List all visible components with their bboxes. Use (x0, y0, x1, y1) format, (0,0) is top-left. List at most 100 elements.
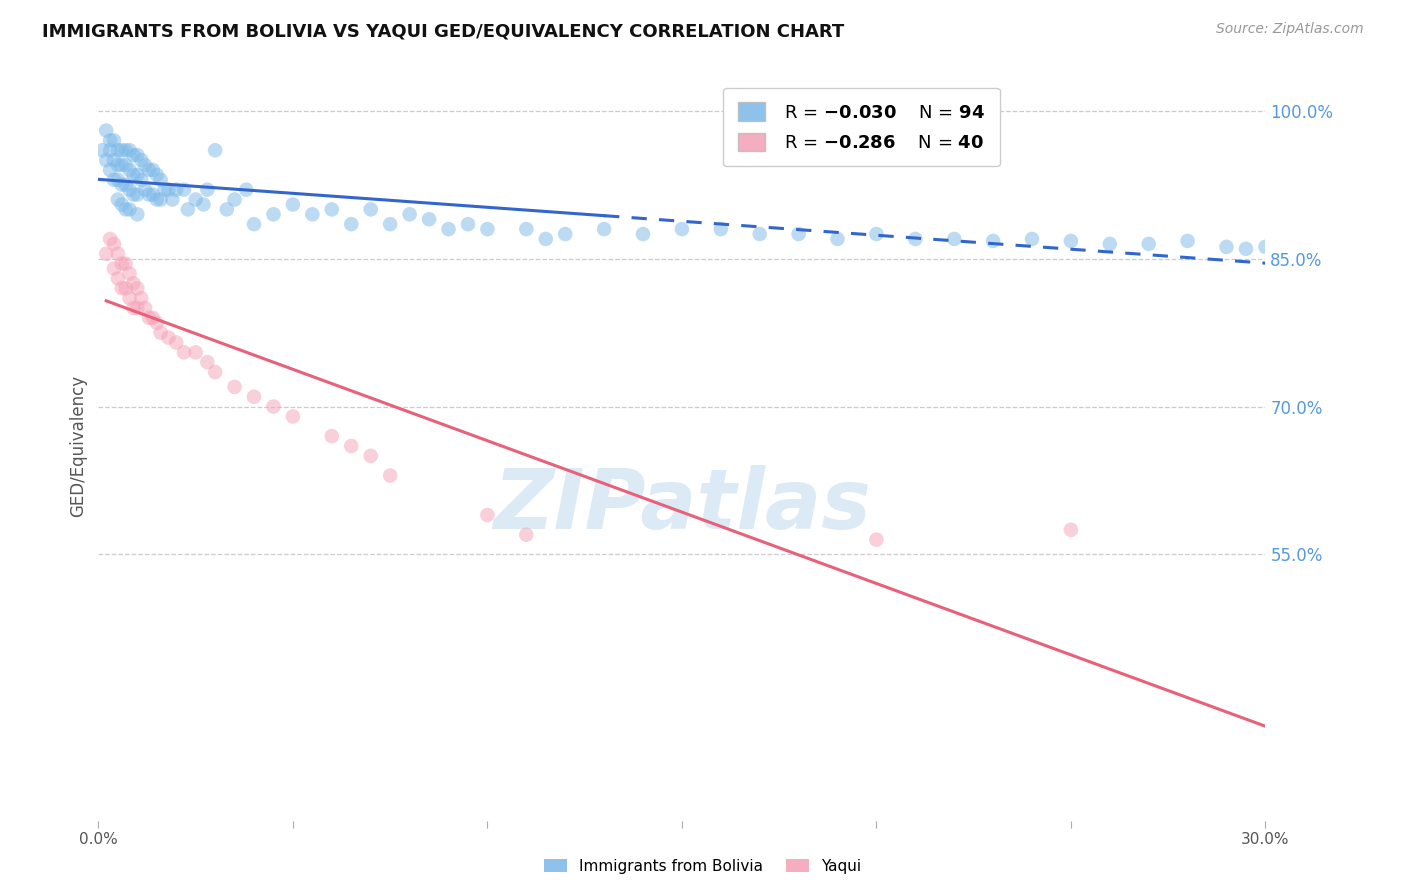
Point (98, 163, 121, 178)
Point (457, 217, 479, 231)
Point (149, 193, 172, 207)
Point (865, 533, 887, 547)
Point (127, 301, 149, 315)
Point (904, 232, 927, 246)
Point (149, 173, 172, 187)
Point (153, 183, 176, 197)
Point (710, 222, 733, 236)
Point (111, 143, 134, 157)
Point (593, 222, 616, 236)
Point (103, 173, 125, 187)
Point (1254, 240, 1277, 254)
Point (98, 232, 121, 246)
Point (157, 330, 180, 344)
Point (118, 163, 141, 178)
Point (114, 257, 136, 271)
Point (1060, 234, 1083, 248)
Point (129, 173, 152, 187)
Point (184, 345, 207, 359)
Point (118, 291, 141, 305)
Point (146, 168, 169, 182)
Point (103, 261, 125, 276)
Point (91, 143, 114, 157)
Point (943, 232, 966, 246)
Point (340, 439, 363, 453)
Text: ZIPatlas: ZIPatlas (494, 466, 870, 547)
Point (122, 277, 145, 291)
Point (1021, 232, 1043, 246)
Legend:  R = $\bf{-0.030}$    N = $\bf{94}$,  R = $\bf{-0.286}$    N = $\bf{40}$: R = $\bf{-0.030}$ N = $\bf{94}$, R = $\b… (723, 88, 1000, 166)
Point (671, 222, 693, 236)
Point (1234, 242, 1257, 256)
Point (146, 316, 169, 330)
Point (360, 202, 382, 217)
Point (748, 227, 770, 241)
Point (127, 281, 149, 295)
Point (138, 163, 160, 178)
Point (118, 143, 141, 157)
Point (631, 227, 654, 241)
Point (418, 212, 440, 227)
Point (398, 207, 420, 221)
Point (1294, 246, 1316, 260)
Point (204, 143, 226, 157)
Point (157, 183, 180, 197)
Point (107, 271, 129, 285)
Point (142, 163, 165, 178)
Point (114, 158, 136, 172)
Point (321, 202, 343, 217)
Point (1215, 240, 1237, 254)
Point (134, 158, 156, 172)
Point (111, 178, 134, 192)
Point (360, 449, 382, 463)
Point (554, 227, 576, 241)
Point (107, 246, 129, 260)
Point (138, 310, 160, 325)
Point (534, 232, 557, 246)
Point (162, 193, 184, 207)
Point (1137, 236, 1160, 251)
Point (204, 365, 226, 379)
Y-axis label: GED/Equivalency: GED/Equivalency (69, 375, 87, 517)
Point (107, 143, 129, 157)
Point (146, 193, 169, 207)
Point (827, 232, 849, 246)
Point (477, 508, 499, 522)
Point (129, 153, 152, 167)
Point (118, 202, 141, 217)
Point (321, 429, 343, 443)
Point (103, 133, 125, 147)
Point (111, 197, 134, 211)
Point (98, 133, 121, 147)
Point (127, 168, 149, 182)
Point (177, 202, 200, 217)
Point (134, 301, 156, 315)
Point (129, 291, 152, 305)
Point (515, 222, 537, 236)
Point (224, 380, 246, 394)
Point (122, 168, 145, 182)
Point (138, 187, 160, 202)
Point (477, 222, 499, 236)
Point (114, 178, 136, 192)
Point (243, 390, 266, 404)
Point (262, 400, 284, 414)
Point (195, 355, 218, 369)
Point (111, 158, 134, 172)
Point (127, 207, 149, 221)
Point (96, 153, 118, 167)
Point (111, 257, 134, 271)
Point (111, 281, 134, 295)
Point (114, 143, 136, 157)
Point (96, 246, 118, 260)
Point (98, 143, 121, 157)
Point (173, 345, 195, 359)
Point (215, 202, 238, 217)
Text: IMMIGRANTS FROM BOLIVIA VS YAQUI GED/EQUIVALENCY CORRELATION CHART: IMMIGRANTS FROM BOLIVIA VS YAQUI GED/EQU… (42, 22, 845, 40)
Point (142, 310, 165, 325)
Point (195, 183, 218, 197)
Point (281, 197, 304, 211)
Text: Source: ZipAtlas.com: Source: ZipAtlas.com (1216, 22, 1364, 37)
Point (981, 234, 1004, 248)
Point (142, 187, 165, 202)
